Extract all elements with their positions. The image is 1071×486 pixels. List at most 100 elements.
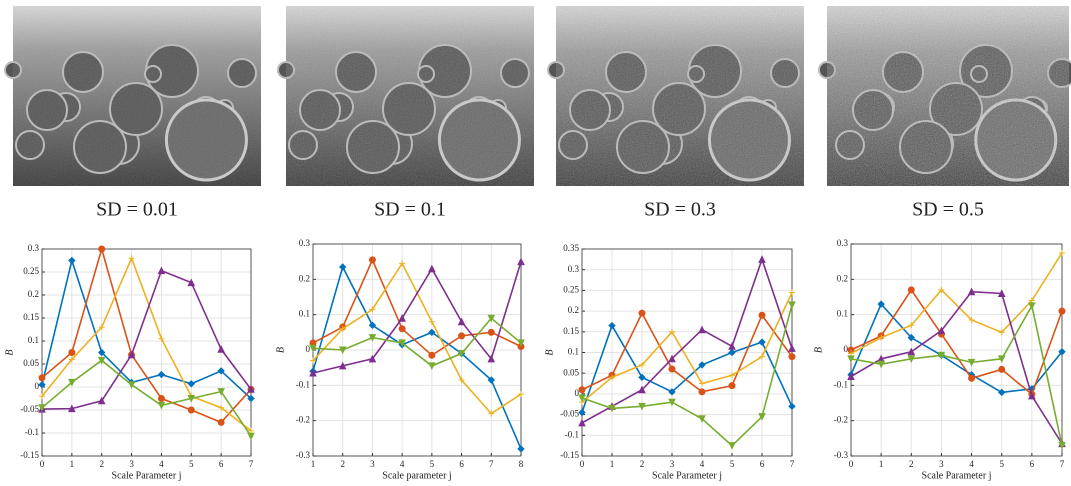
y-tick-label: -0.05 [560, 409, 579, 419]
noisy-image [4, 6, 261, 186]
x-tick-label: 0 [40, 459, 45, 469]
series-line [312, 257, 522, 357]
image-caption: SD = 0.1 [374, 199, 446, 221]
x-tick-label: 6 [760, 459, 765, 469]
data-point [217, 418, 225, 426]
data-point [668, 365, 676, 373]
data-point [187, 395, 196, 403]
x-tick-label: 5 [730, 459, 735, 469]
data-point [518, 391, 524, 398]
series-line [850, 303, 1063, 446]
data-point [339, 263, 347, 271]
y-tick-label: 0.25 [23, 266, 39, 276]
data-point [217, 388, 225, 396]
data-point [907, 286, 915, 294]
data-point [998, 365, 1006, 373]
data-point [68, 256, 76, 265]
x-axis-label: Scale parameter j [382, 470, 451, 481]
x-axis-label: Scale Parameter j [112, 470, 182, 481]
data-point [487, 314, 496, 323]
data-point [398, 314, 406, 322]
data-point [937, 326, 946, 335]
data-point [578, 394, 586, 403]
data-point [847, 372, 855, 380]
data-point [187, 380, 195, 388]
data-point [1058, 348, 1066, 356]
data-point [758, 338, 766, 346]
y-tick-label: 0.35 [563, 243, 579, 253]
data-point [1028, 391, 1036, 400]
data-point [158, 335, 165, 342]
data-point [759, 353, 765, 360]
data-point [847, 355, 855, 363]
data-point [967, 358, 976, 367]
line-chart: -0.3 -0.2 -0.1 0 0.1 0.2 0.3 1 2 3 4 5 6 7 8 Scale para… [275, 238, 525, 481]
data-point [877, 300, 885, 308]
data-point [1058, 307, 1066, 315]
data-point [788, 353, 796, 361]
plot-frame [581, 248, 793, 457]
y-axis-label: B [813, 347, 824, 353]
y-tick-label: 0.15 [563, 326, 579, 336]
y-tick-label: -0.2 [834, 415, 848, 425]
y-tick-label: -0.15 [20, 450, 39, 460]
data-point [98, 348, 106, 357]
y-tick-label: 0 [306, 344, 311, 354]
data-point [98, 245, 106, 253]
data-point [877, 360, 885, 369]
data-point [368, 256, 376, 264]
data-point [698, 415, 706, 423]
x-tick-label: 4 [969, 459, 974, 469]
y-tick-label: 0.1 [28, 335, 39, 345]
data-point [967, 287, 976, 296]
data-point [428, 362, 436, 371]
data-point [398, 339, 406, 348]
data-point [457, 317, 466, 326]
data-point [517, 445, 525, 453]
data-point [458, 377, 465, 384]
x-tick-label: 4 [700, 459, 705, 469]
y-axis-label: B [4, 349, 15, 355]
series-line [850, 290, 1063, 445]
y-tick-label: 0.2 [568, 305, 579, 315]
data-point [247, 385, 255, 393]
y-tick-label: 0.15 [23, 312, 39, 322]
data-point [487, 328, 495, 336]
data-point [758, 255, 766, 263]
data-point [937, 351, 946, 360]
data-point [428, 351, 436, 359]
data-point [38, 374, 46, 382]
data-point [68, 356, 75, 363]
y-tick-label: 0.3 [299, 238, 311, 248]
data-point [908, 322, 915, 329]
x-tick-label: 6 [219, 459, 224, 469]
y-axis-label: B [544, 349, 555, 355]
y-tick-label: 0 [844, 344, 849, 354]
line-chart: -0.15 -0.1 -0.05 0 0.05 0.1 0.15 0.2 0.25 0.3 0.35… [544, 243, 796, 481]
image-caption: SD = 0.01 [96, 199, 178, 221]
data-point [1059, 249, 1065, 256]
data-point [789, 289, 795, 296]
data-point [428, 328, 436, 337]
data-point [788, 301, 796, 310]
series-line [41, 246, 252, 424]
data-point [878, 334, 885, 341]
x-tick-label: 3 [129, 459, 134, 469]
data-point [488, 410, 495, 417]
series-line [312, 317, 522, 367]
y-tick-label: -0.1 [565, 429, 579, 439]
data-point [608, 321, 616, 330]
data-point [368, 334, 377, 342]
y-tick-label: 0.05 [23, 358, 39, 368]
y-tick-label: 0 [575, 388, 580, 398]
data-point [309, 368, 317, 377]
data-point [487, 376, 495, 384]
data-point [699, 380, 705, 387]
y-tick-label: -0.1 [25, 427, 39, 437]
data-point [968, 374, 976, 382]
data-point [338, 346, 347, 355]
y-tick-label: 0.3 [28, 243, 40, 253]
y-tick-label: -0.3 [296, 450, 311, 460]
data-point [310, 357, 316, 364]
series-line [41, 359, 252, 437]
